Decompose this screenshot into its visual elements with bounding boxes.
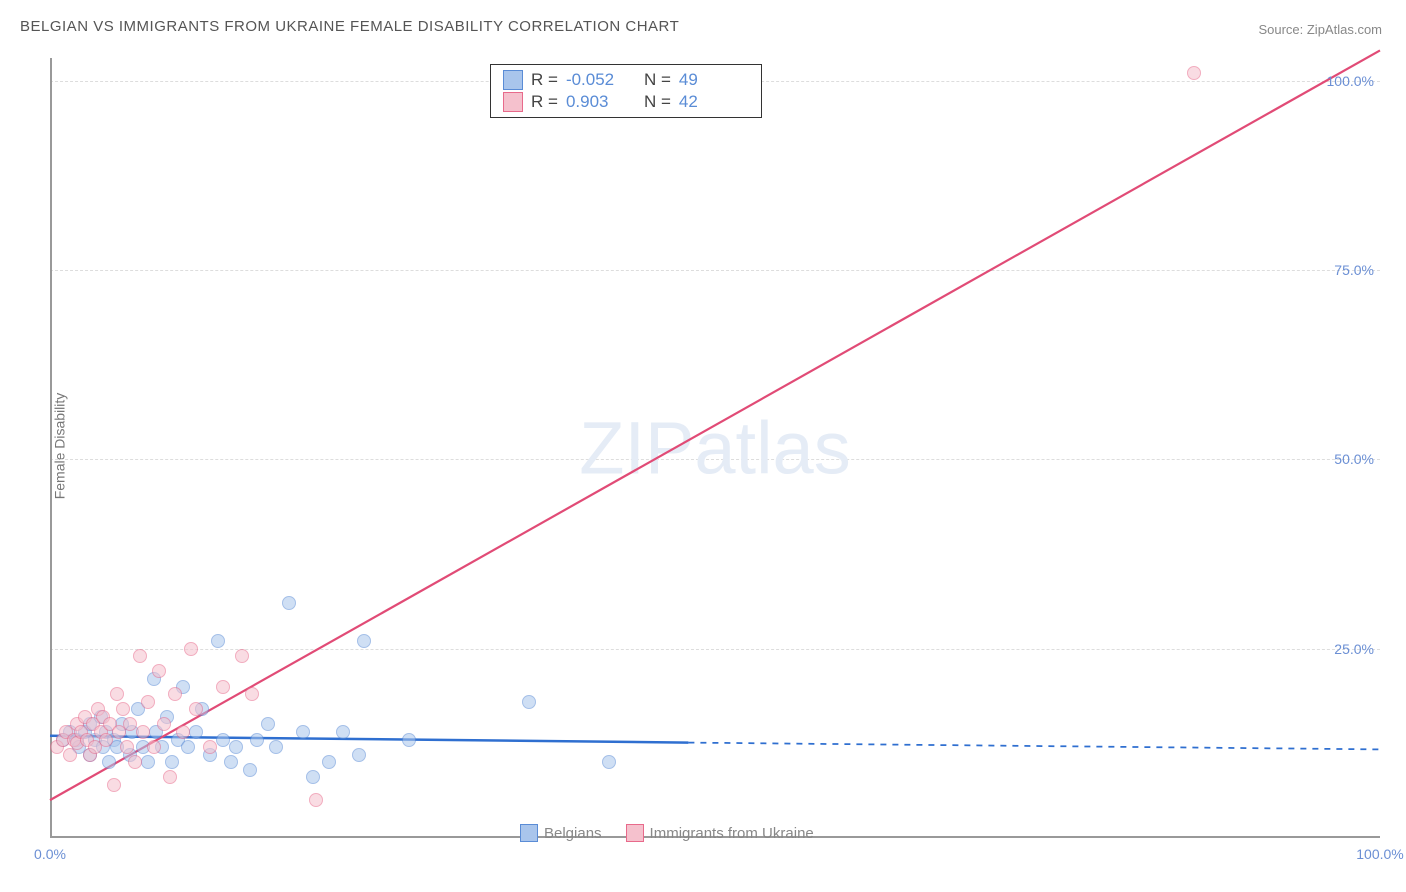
data-point — [168, 687, 182, 701]
data-point — [216, 680, 230, 694]
data-point — [216, 733, 230, 747]
data-point — [245, 687, 259, 701]
n-value: 49 — [679, 70, 749, 90]
watermark-zip: ZIP — [579, 407, 694, 490]
data-point — [116, 702, 130, 716]
data-point — [133, 649, 147, 663]
data-point — [128, 755, 142, 769]
y-tick-label: 75.0% — [1334, 262, 1374, 278]
data-point — [176, 725, 190, 739]
n-label: N = — [644, 70, 671, 90]
data-point — [1187, 66, 1201, 80]
n-value: 42 — [679, 92, 749, 112]
r-label: R = — [531, 92, 558, 112]
swatch-icon — [626, 824, 644, 842]
data-point — [282, 596, 296, 610]
r-value: 0.903 — [566, 92, 636, 112]
legend-item: Belgians — [520, 824, 602, 842]
watermark-atlas: atlas — [694, 407, 850, 490]
data-point — [269, 740, 283, 754]
legend-item: Immigrants from Ukraine — [626, 824, 814, 842]
x-tick-label: 100.0% — [1356, 846, 1403, 862]
y-tick-label: 100.0% — [1327, 73, 1374, 89]
data-point — [296, 725, 310, 739]
r-value: -0.052 — [566, 70, 636, 90]
data-point — [110, 687, 124, 701]
data-point — [165, 755, 179, 769]
data-point — [211, 634, 225, 648]
legend-label: Immigrants from Ukraine — [650, 825, 814, 842]
n-label: N = — [644, 92, 671, 112]
data-point — [522, 695, 536, 709]
data-point — [336, 725, 350, 739]
grid-line — [50, 649, 1380, 650]
source-label: Source: ZipAtlas.com — [1258, 22, 1382, 37]
data-point — [120, 740, 134, 754]
data-point — [203, 740, 217, 754]
stats-row: R = -0.052 N = 49 — [503, 69, 749, 91]
data-point — [309, 793, 323, 807]
data-point — [229, 740, 243, 754]
x-tick-label: 0.0% — [34, 846, 66, 862]
data-point — [322, 755, 336, 769]
data-point — [189, 702, 203, 716]
data-point — [163, 770, 177, 784]
r-label: R = — [531, 70, 558, 90]
data-point — [102, 755, 116, 769]
data-point — [602, 755, 616, 769]
data-point — [402, 733, 416, 747]
trend-lines — [50, 58, 1380, 838]
grid-line — [50, 270, 1380, 271]
data-point — [261, 717, 275, 731]
data-point — [184, 642, 198, 656]
data-point — [152, 664, 166, 678]
data-point — [306, 770, 320, 784]
swatch-icon — [520, 824, 538, 842]
legend-label: Belgians — [544, 825, 602, 842]
data-point — [357, 634, 371, 648]
data-point — [243, 763, 257, 777]
swatch-icon — [503, 70, 523, 90]
chart-title: BELGIAN VS IMMIGRANTS FROM UKRAINE FEMAL… — [20, 18, 679, 35]
data-point — [123, 717, 137, 731]
y-axis — [50, 58, 52, 838]
data-point — [136, 725, 150, 739]
watermark: ZIPatlas — [579, 406, 850, 491]
grid-line — [50, 459, 1380, 460]
y-tick-label: 25.0% — [1334, 641, 1374, 657]
data-point — [157, 717, 171, 731]
stats-legend: R = -0.052 N = 49 R = 0.903 N = 42 — [490, 64, 762, 118]
data-point — [147, 740, 161, 754]
data-point — [141, 695, 155, 709]
data-point — [107, 778, 121, 792]
data-point — [189, 725, 203, 739]
data-point — [224, 755, 238, 769]
data-point — [181, 740, 195, 754]
data-point — [235, 649, 249, 663]
data-point — [250, 733, 264, 747]
y-tick-label: 50.0% — [1334, 451, 1374, 467]
data-point — [141, 755, 155, 769]
swatch-icon — [503, 92, 523, 112]
series-legend: Belgians Immigrants from Ukraine — [520, 824, 814, 842]
stats-row: R = 0.903 N = 42 — [503, 91, 749, 113]
plot-area: ZIPatlas R = -0.052 N = 49 R = 0.903 N =… — [50, 58, 1380, 838]
data-point — [99, 733, 113, 747]
data-point — [352, 748, 366, 762]
